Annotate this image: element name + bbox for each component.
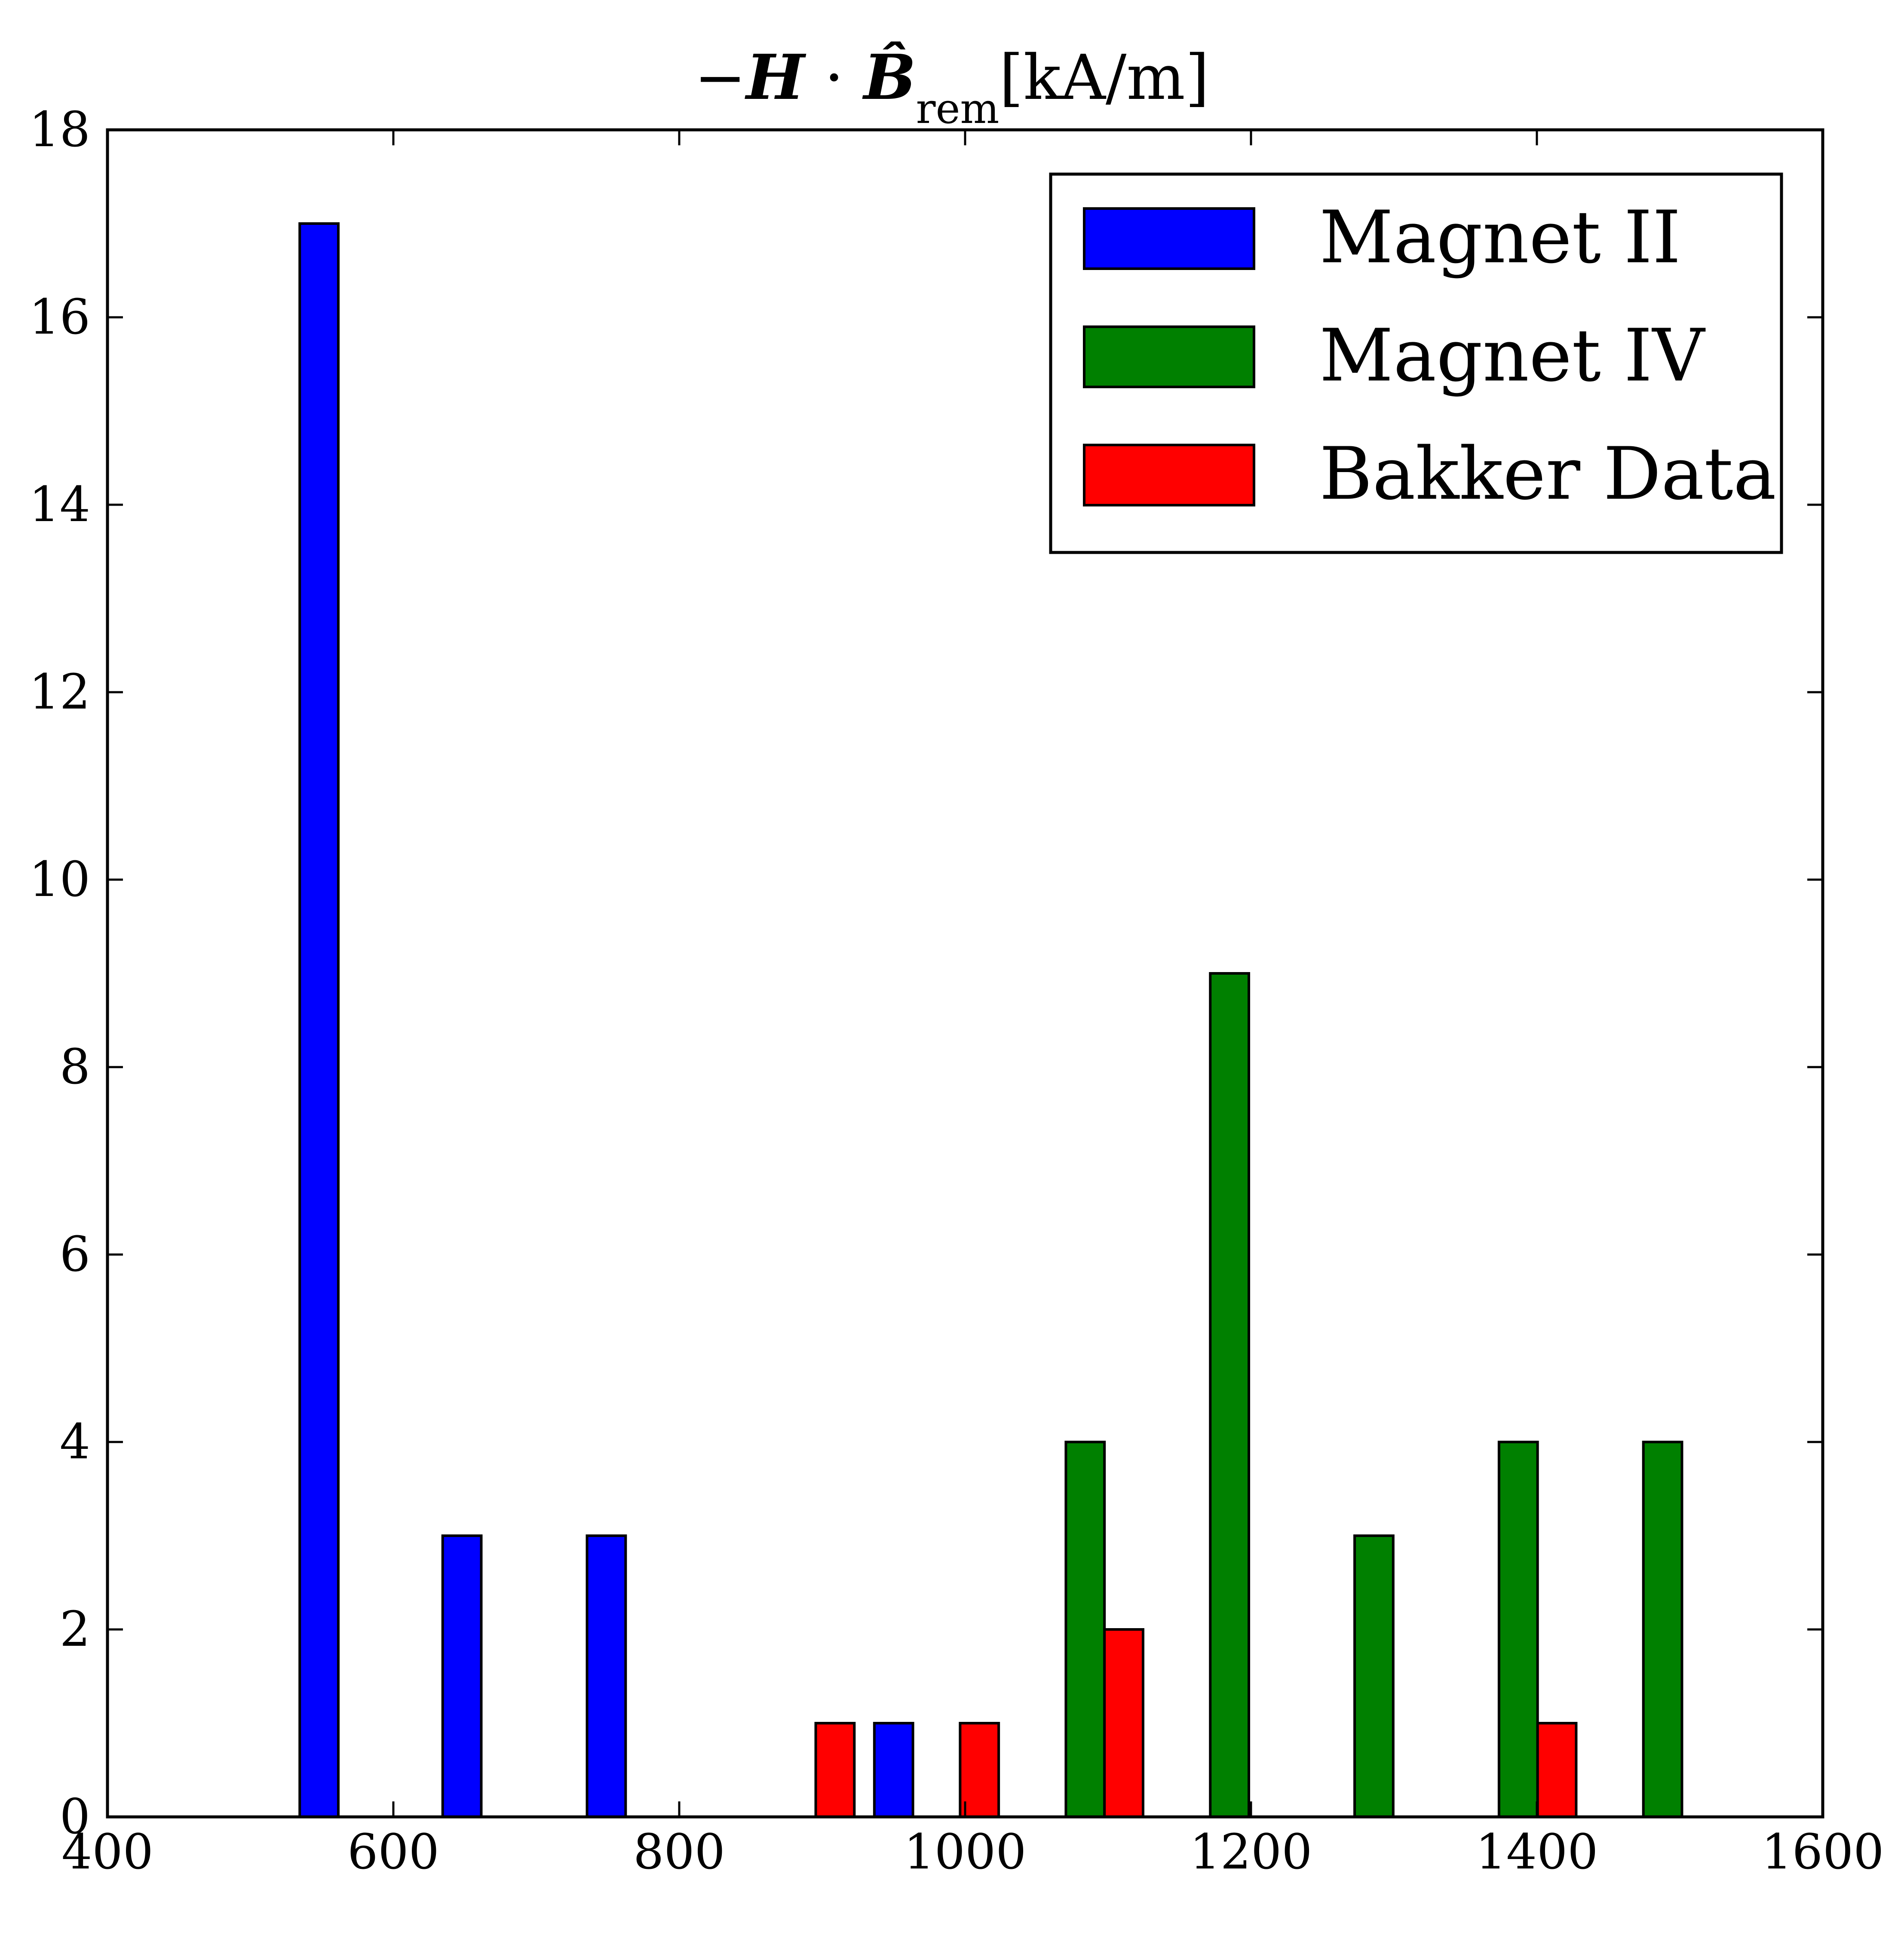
bar-bakker-data-0 — [814, 1722, 856, 1818]
y-tick-label-6: 6 — [60, 1227, 90, 1282]
bar-magnet-iv-1 — [1209, 972, 1251, 1818]
bar-bakker-data-3 — [1536, 1722, 1578, 1818]
y-tick-label-8: 8 — [60, 1039, 90, 1095]
y-tick-label-2: 2 — [60, 1601, 90, 1657]
bar-magnet-iv-2 — [1353, 1534, 1395, 1818]
bar-magnet-ii-0 — [298, 222, 340, 1818]
bar-magnet-iv-4 — [1642, 1441, 1683, 1818]
chart-title-middle: · — [805, 41, 864, 114]
y-tick-label-18: 18 — [29, 102, 90, 158]
bar-magnet-iv-3 — [1497, 1441, 1539, 1818]
bar-magnet-ii-2 — [586, 1534, 627, 1818]
legend-swatch-magnet-iv — [1083, 325, 1255, 388]
chart-title-bold-h: H — [745, 41, 806, 114]
bar-bakker-data-1 — [959, 1722, 1000, 1818]
chart-title-bold-b: B̂ — [862, 41, 916, 114]
bar-magnet-ii-1 — [441, 1534, 483, 1818]
y-tick-label-0: 0 — [60, 1789, 90, 1845]
x-tick-label-600: 600 — [347, 1824, 439, 1880]
x-tick-label-800: 800 — [633, 1824, 725, 1880]
x-tick-label-400: 400 — [61, 1824, 153, 1880]
bar-magnet-ii-3 — [873, 1722, 914, 1818]
legend-swatch-magnet-ii — [1083, 207, 1255, 270]
tick-labels-group: 400 600 800 1000 1200 1400 1600 0 2 4 6 8 10 12 14 16 18 — [29, 102, 1884, 1880]
y-tick-label-12: 12 — [29, 664, 90, 720]
chart-title-prefix: − — [694, 41, 746, 114]
legend: Magnet II Magnet IV Bakker Data — [1049, 172, 1783, 554]
legend-label-magnet-iv: Magnet IV — [1319, 313, 1706, 398]
legend-label-bakker-data: Bakker Data — [1319, 432, 1776, 516]
y-tick-label-16: 16 — [29, 289, 90, 345]
legend-label-magnet-ii: Magnet II — [1319, 195, 1681, 279]
y-tick-label-4: 4 — [60, 1414, 90, 1470]
legend-swatch-bakker-data — [1083, 444, 1255, 506]
y-tick-label-14: 14 — [29, 477, 90, 533]
plot-frame — [106, 128, 1824, 1819]
bars-group — [298, 222, 1683, 1818]
bar-magnet-iv-0 — [1064, 1441, 1106, 1818]
bar-bakker-data-2 — [1103, 1628, 1144, 1818]
x-tick-label-1000: 1000 — [904, 1824, 1026, 1880]
x-tick-label-1400: 1400 — [1475, 1824, 1598, 1880]
x-tick-label-1600: 1600 — [1761, 1824, 1884, 1880]
chart-title-subscript: rem — [916, 85, 1000, 133]
x-tick-label-1200: 1200 — [1190, 1824, 1312, 1880]
chart-title-suffix: [kA/m] — [999, 41, 1209, 114]
chart-title: −H · B̂rem[kA/m] — [694, 41, 1209, 133]
y-tick-label-10: 10 — [29, 852, 90, 908]
